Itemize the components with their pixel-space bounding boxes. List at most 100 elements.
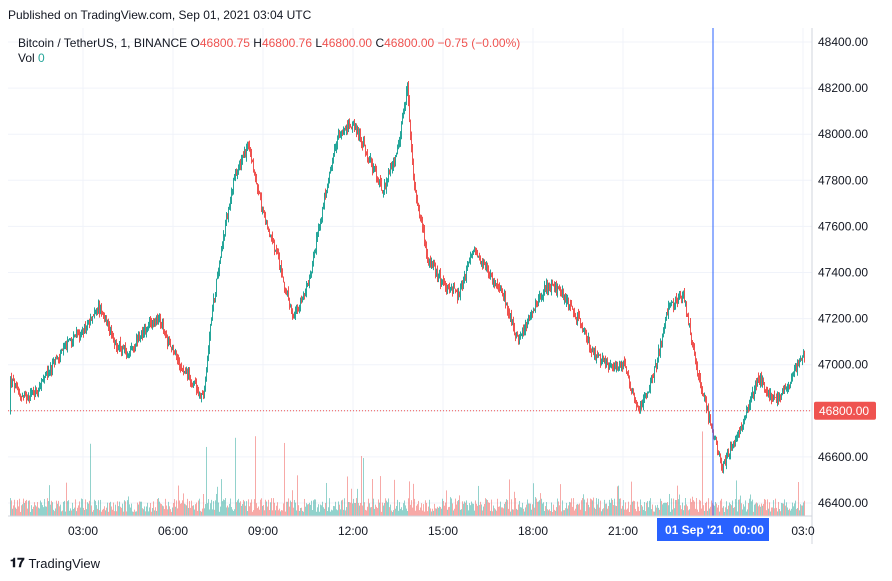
volume-bar xyxy=(689,509,690,516)
volume-bar xyxy=(485,498,486,516)
volume-bar xyxy=(624,509,625,516)
volume-bar xyxy=(524,511,525,516)
volume-bar xyxy=(260,499,261,516)
volume-bar xyxy=(722,507,723,516)
volume-bar xyxy=(157,498,158,516)
volume-bar xyxy=(315,499,316,516)
volume-bar xyxy=(259,509,260,516)
volume-bar xyxy=(625,502,626,516)
volume-bar xyxy=(111,506,112,516)
volume-bar xyxy=(369,503,370,516)
volume-bar xyxy=(802,505,803,516)
volume-bar xyxy=(490,510,491,516)
time-tick-label: 15:00 xyxy=(428,524,458,538)
volume-bar xyxy=(367,506,368,516)
volume-bar xyxy=(332,510,333,516)
volume-bar xyxy=(242,504,243,516)
volume-bar xyxy=(302,510,303,516)
volume-bar xyxy=(580,509,581,516)
volume-bar xyxy=(131,503,132,516)
volume-bar xyxy=(382,502,383,516)
volume-bar xyxy=(331,509,332,516)
volume-bar xyxy=(690,498,691,516)
volume-bar xyxy=(89,500,90,516)
volume-label[interactable]: Vol xyxy=(18,51,35,65)
volume-bar xyxy=(459,495,460,516)
volume-bar xyxy=(186,505,187,516)
volume-bar xyxy=(491,499,492,516)
volume-bar xyxy=(764,498,765,516)
volume-bar xyxy=(119,501,120,516)
volume-bar xyxy=(668,505,669,516)
volume-bar xyxy=(326,482,327,516)
volume-bar xyxy=(402,510,403,516)
volume-bar xyxy=(539,500,540,516)
volume-bar xyxy=(342,499,343,516)
volume-bar xyxy=(747,509,748,516)
volume-bar xyxy=(437,506,438,516)
volume-bar xyxy=(103,508,104,516)
symbol-name[interactable]: Bitcoin / TetherUS, 1, BINANCE xyxy=(18,36,188,50)
volume-bar xyxy=(104,506,105,516)
volume-bar xyxy=(599,507,600,516)
volume-bar xyxy=(229,503,230,516)
time-axis[interactable]: 03:00 06:00 09:00 12:00 15:00 18:00 21:00 03:0 xyxy=(68,524,815,538)
volume-bar xyxy=(84,510,85,516)
grid xyxy=(8,28,812,516)
volume-bar xyxy=(510,511,511,516)
volume-bar xyxy=(538,501,539,516)
volume-bar xyxy=(53,509,54,516)
volume-bar xyxy=(695,508,696,516)
volume-bar xyxy=(248,499,249,516)
volume-bar xyxy=(243,499,244,516)
volume-bar xyxy=(69,510,70,516)
volume-bar xyxy=(776,507,777,516)
volume-bar xyxy=(673,498,674,516)
tradingview-logo-icon[interactable]: 𝟏𝟕 xyxy=(10,555,25,570)
volume-bar xyxy=(611,498,612,516)
volume-bar xyxy=(371,507,372,516)
volume-bar xyxy=(503,508,504,516)
volume-bar xyxy=(450,497,451,516)
volume-bar xyxy=(792,502,793,516)
volume-bar xyxy=(318,504,319,516)
volume-bar xyxy=(267,506,268,516)
volume-bar xyxy=(541,498,542,516)
volume-bar xyxy=(403,503,404,516)
volume-bar xyxy=(699,499,700,516)
symbol-legend: Bitcoin / TetherUS, 1, BINANCE O46800.75… xyxy=(18,35,520,51)
volume-bar xyxy=(372,479,373,516)
volume-bar xyxy=(465,502,466,516)
volume-bar xyxy=(265,499,266,516)
volume-bar xyxy=(684,505,685,516)
volume-bar xyxy=(623,500,624,516)
volume-bar xyxy=(410,504,411,516)
volume-bar xyxy=(357,488,358,516)
volume-bar xyxy=(168,501,169,516)
volume-bar xyxy=(321,505,322,516)
price-chart[interactable]: 48400.00 48200.00 48000.00 47800.00 47600.00… xyxy=(8,28,879,544)
volume-bar xyxy=(444,505,445,516)
brand-name[interactable]: TradingView xyxy=(28,555,101,571)
volume-bar xyxy=(743,504,744,516)
volume-bar xyxy=(401,507,402,516)
volume-bar xyxy=(107,502,108,516)
volume-bar xyxy=(469,503,470,516)
volume-bar xyxy=(793,506,794,516)
volume-bar xyxy=(391,510,392,516)
volume-bar xyxy=(127,500,128,516)
volume-bar xyxy=(740,495,741,516)
volume-bar xyxy=(449,506,450,516)
volume-bar xyxy=(478,485,479,516)
volume-bar xyxy=(80,507,81,516)
volume-bar xyxy=(280,511,281,516)
volume-bar xyxy=(568,505,569,516)
volume-bar xyxy=(721,498,722,516)
volume-bar xyxy=(803,502,804,516)
volume-bar xyxy=(798,482,799,516)
price-axis[interactable]: 48400.00 48200.00 48000.00 47800.00 47600.00… xyxy=(818,35,868,510)
volume-bar xyxy=(213,501,214,516)
volume-bar xyxy=(686,504,687,516)
volume-bar xyxy=(290,500,291,516)
volume-bar xyxy=(714,505,715,516)
